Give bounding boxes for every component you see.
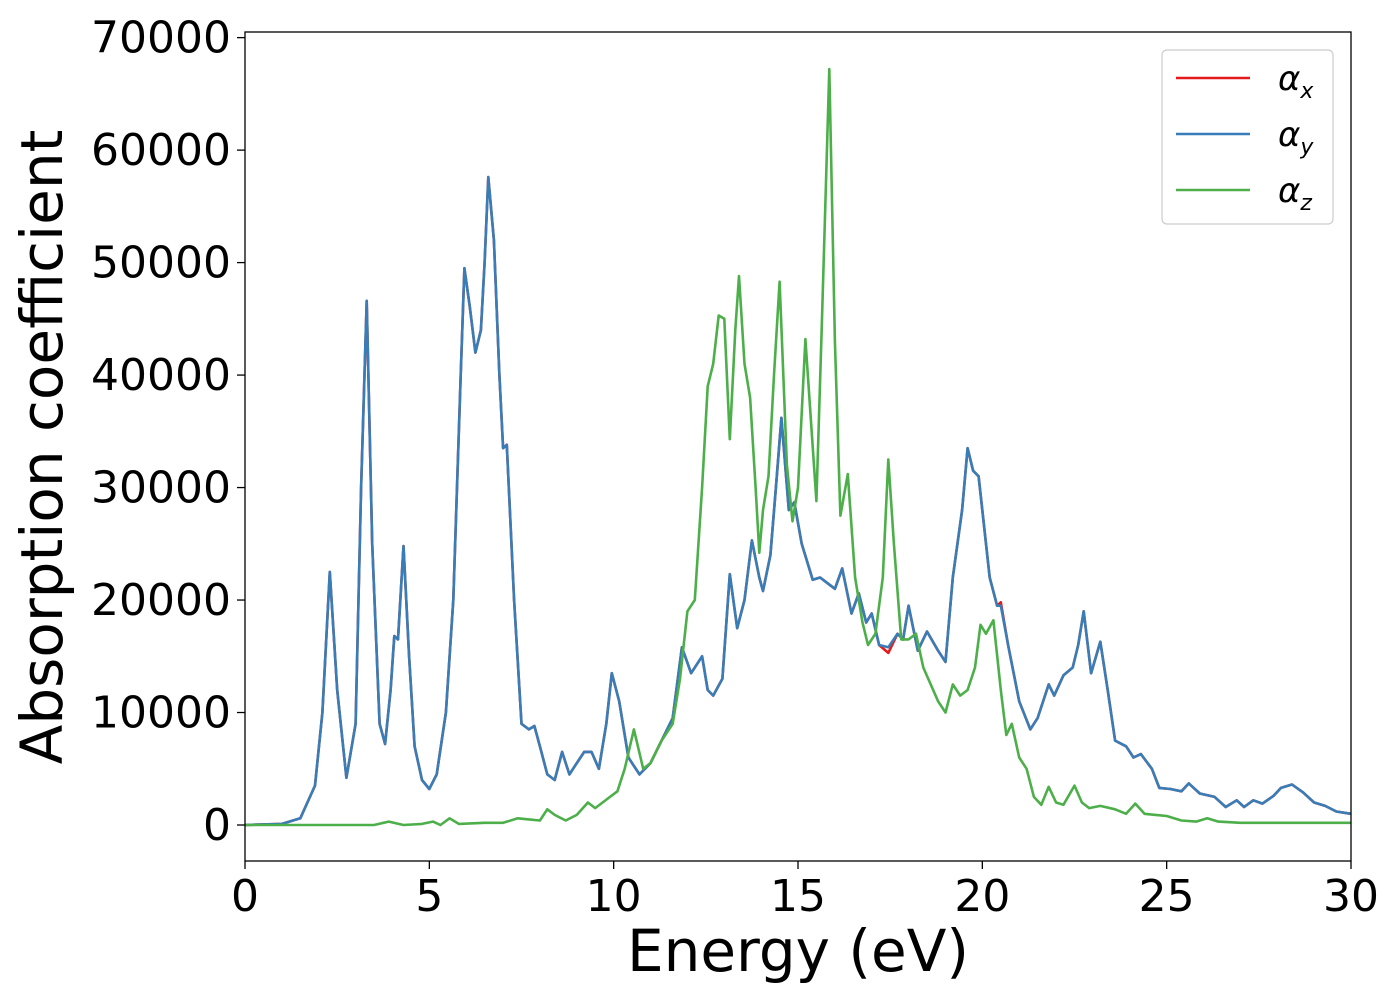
y-axis-label: Absorption coefficient (8, 130, 76, 765)
y-axis-ticks: 0 10000 20000 30000 40000 50000 60000 70000 (91, 13, 245, 851)
series-layer (244, 67, 1352, 827)
series-line-alpha-x (244, 175, 1352, 827)
x-axis-label: Energy (eV) (627, 917, 969, 985)
legend-label-alpha-z: αz (1278, 171, 1312, 216)
x-tick-label: 10 (586, 871, 642, 922)
y-tick-label: 20000 (91, 575, 231, 626)
x-tick-label: 15 (770, 871, 826, 922)
y-tick-label: 60000 (91, 125, 231, 176)
x-axis-ticks: 0 5 10 15 20 25 30 (231, 861, 1379, 922)
legend-label-alpha-y: αy (1278, 115, 1314, 160)
x-tick-label: 30 (1323, 871, 1379, 922)
y-tick-label: 40000 (91, 350, 231, 401)
y-tick-label: 50000 (91, 238, 231, 289)
legend-frame (1161, 49, 1334, 225)
legend: αx αy αz (1161, 49, 1334, 225)
y-tick-label: 10000 (91, 688, 231, 739)
series-line-alpha-z (245, 67, 1351, 827)
x-tick-label: 25 (1139, 871, 1195, 922)
x-tick-label: 20 (954, 871, 1010, 922)
x-tick-label: 0 (231, 871, 259, 922)
legend-label-alpha-x: αx (1278, 59, 1314, 104)
y-tick-label: 70000 (91, 13, 231, 64)
x-tick-label: 5 (415, 871, 443, 922)
y-tick-label: 30000 (91, 463, 231, 514)
y-tick-label: 0 (203, 800, 231, 851)
series-line-alpha-y (244, 175, 1352, 827)
